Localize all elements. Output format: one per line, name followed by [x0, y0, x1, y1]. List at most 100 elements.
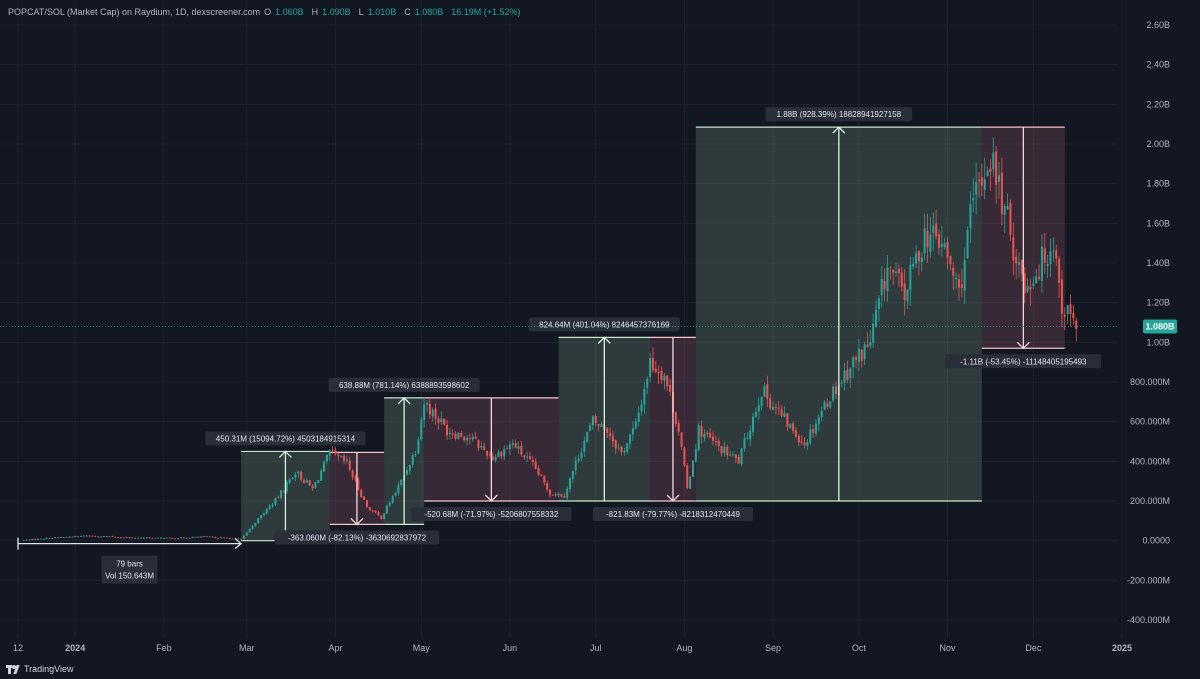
candle-up [895, 271, 898, 273]
candle-down [311, 486, 314, 489]
candle-up [257, 517, 260, 524]
candle-up [262, 513, 265, 516]
candle-up [157, 537, 160, 539]
x-tick-label: 12 [13, 643, 23, 653]
candle-down [846, 369, 849, 380]
candle-up [1026, 286, 1029, 292]
range-arrowhead [234, 538, 243, 550]
range-label-box [101, 555, 158, 584]
candle-down [786, 413, 789, 427]
candle-up [99, 536, 102, 538]
candle-down [454, 433, 457, 439]
symbol-title[interactable]: POPCAT/SOL (Market Cap) on Raydium, 1D, … [8, 7, 261, 17]
candle-up [732, 454, 735, 456]
tradingview-label: TradingView [24, 664, 74, 674]
candle-up [823, 401, 826, 410]
candle-down [208, 536, 211, 538]
candle-down [125, 537, 128, 539]
candle-up [763, 386, 766, 397]
candle-up [180, 537, 183, 539]
candle-up [760, 396, 763, 407]
candle-up [511, 443, 514, 445]
candle-down [855, 357, 858, 360]
candle-up [906, 289, 909, 302]
candle-up [580, 452, 583, 458]
candle-down [594, 415, 597, 424]
x-tick-label: Jun [503, 643, 518, 653]
candle-down [139, 537, 142, 539]
candle-up [82, 535, 85, 537]
candle-up [817, 417, 820, 425]
candle-up [280, 490, 283, 499]
candle-up [297, 471, 300, 474]
candle-up [975, 182, 978, 195]
candle-down [337, 454, 340, 456]
y-tick-label: -200.000M [1127, 575, 1170, 585]
candle-down [368, 507, 371, 511]
measurement-label-box [592, 507, 754, 521]
candle-down [331, 450, 334, 451]
candle-up [88, 535, 91, 537]
x-tick-label: Oct [852, 643, 867, 653]
candle-down [1015, 256, 1018, 264]
candle-down [935, 223, 938, 237]
candle-up [969, 204, 972, 229]
measurement-label-box [945, 354, 1102, 369]
candle-down [514, 443, 517, 448]
candle-up [294, 474, 297, 478]
candle-up [305, 480, 308, 483]
candle-up [1003, 205, 1006, 215]
up-arrowhead [397, 396, 411, 405]
candle-up [875, 309, 878, 327]
candle-up [37, 538, 40, 540]
candle-up [880, 278, 883, 295]
candle-down [946, 241, 949, 258]
y-tick-label: 800.000M [1130, 377, 1170, 387]
candle-up [397, 484, 400, 494]
x-tick-label: 2024 [65, 643, 85, 653]
candle-down [85, 535, 88, 537]
candle-down [548, 489, 551, 496]
candle-up [45, 537, 48, 539]
candle-down [334, 450, 337, 454]
candle-up [637, 412, 640, 422]
measurement-label: -520.68M (-71.97%) -5206807558332 [424, 510, 558, 519]
candle-down [182, 537, 185, 539]
up-arrowhead [597, 336, 611, 344]
candle-up [65, 536, 68, 538]
y-tick-label: -400.000M [1127, 615, 1170, 625]
candle-up [772, 407, 775, 410]
candle-down [900, 272, 903, 287]
candle-up [723, 446, 726, 453]
candle-down [792, 423, 795, 431]
down-arrowhead [350, 517, 364, 526]
open-key: O [264, 7, 272, 17]
x-tick-label: Sep [765, 643, 781, 653]
candle-down [171, 538, 174, 539]
candle-up [940, 243, 943, 247]
candle-down [148, 537, 151, 539]
measurement-label-box [274, 530, 440, 545]
candle-up [929, 234, 932, 252]
candle-up [697, 425, 700, 451]
candle-down [540, 474, 543, 476]
candle-down [531, 459, 534, 463]
candle-down [57, 537, 60, 539]
candle-down [780, 409, 783, 416]
candle-up [145, 537, 148, 539]
candle-up [59, 537, 62, 539]
candle-down [488, 454, 491, 456]
candle-down [217, 537, 220, 539]
tradingview-logo[interactable]: TradingView [6, 664, 74, 674]
candle-up [102, 536, 105, 538]
candle-up [317, 480, 320, 483]
candle-up [1035, 276, 1038, 284]
y-tick-label: 1.40B [1146, 258, 1170, 268]
candle-down [94, 536, 97, 537]
y-tick-label: 1.60B [1146, 218, 1170, 228]
candle-up [923, 228, 926, 254]
candle-up [886, 267, 889, 292]
candle-down [611, 436, 614, 442]
candle-up [1018, 261, 1021, 265]
